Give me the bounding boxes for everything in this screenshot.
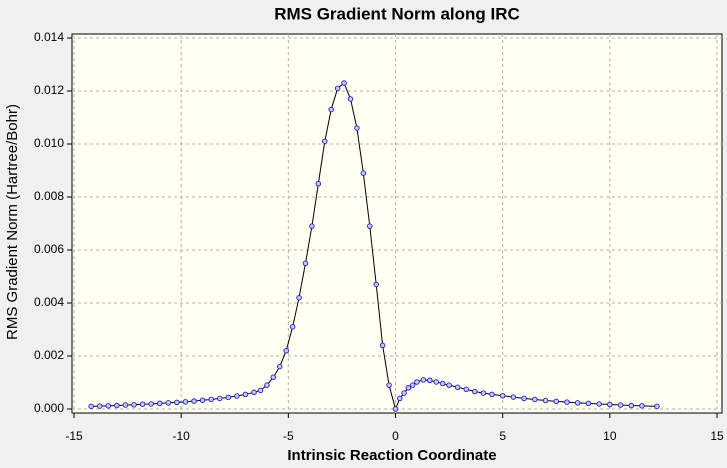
y-tick-label: 0.008 [34, 189, 64, 203]
data-point [347, 96, 354, 102]
data-point [277, 363, 283, 370]
data-point [596, 401, 602, 407]
data-point [617, 402, 624, 408]
data-point [499, 393, 506, 399]
data-point [427, 377, 433, 384]
data-point [182, 399, 189, 405]
data-point [386, 382, 392, 388]
data-point [574, 400, 581, 406]
plot-area [71, 33, 723, 414]
y-tick-label: 0.012 [34, 83, 64, 97]
data-point [283, 347, 289, 354]
data-point [296, 294, 302, 301]
data-point [409, 382, 416, 388]
data-point [208, 396, 214, 403]
data-point [489, 391, 495, 398]
data-point [585, 400, 592, 407]
data-point [542, 397, 549, 404]
data-point [225, 394, 232, 401]
data-point [315, 180, 322, 187]
x-tick-label: -15 [65, 429, 83, 443]
x-tick-label: -10 [172, 429, 190, 443]
data-point [367, 223, 373, 229]
data-point [433, 379, 439, 385]
data-point [414, 379, 420, 385]
data-point [360, 170, 367, 176]
data-point [639, 403, 645, 409]
data-point [397, 395, 403, 402]
data-point [114, 402, 120, 409]
y-tick-label: 0.004 [34, 295, 64, 309]
data-point [216, 395, 223, 402]
y-tick-label: 0.002 [34, 348, 64, 362]
data-point [148, 401, 154, 407]
data-point [251, 389, 257, 396]
y-tick-label: 0.010 [34, 136, 64, 150]
data-point [309, 223, 315, 229]
data-point [105, 403, 112, 409]
data-point [392, 406, 399, 412]
x-axis-label: Intrinsic Reaction Coordinate [287, 447, 496, 464]
y-tick-label: 0.000 [34, 401, 64, 415]
x-tick-label: 5 [499, 429, 506, 443]
y-axis-label: RMS Gradient Norm (Hartree/Bohr) [4, 104, 21, 340]
data-point [199, 397, 206, 404]
data-point [302, 260, 309, 267]
data-point [88, 403, 94, 410]
data-point [454, 384, 461, 391]
data-point [257, 387, 264, 394]
data-point [328, 106, 334, 113]
data-point [405, 385, 412, 391]
data-point [242, 391, 249, 398]
data-point [174, 399, 180, 406]
data-point [521, 395, 527, 402]
data-point [480, 390, 487, 396]
x-tick-label: -5 [283, 429, 294, 443]
data-point [122, 402, 129, 408]
data-point [373, 281, 379, 288]
data-point [341, 80, 347, 86]
data-point [270, 374, 277, 380]
data-point [139, 401, 146, 407]
data-point [463, 386, 469, 393]
y-tick-label: 0.006 [34, 242, 64, 256]
data-point [439, 380, 446, 387]
data-point [628, 402, 635, 409]
data-point [156, 400, 163, 407]
data-point [401, 390, 407, 396]
data-point [379, 342, 386, 349]
chart-title: RMS Gradient Norm along IRC [274, 4, 520, 23]
data-point [420, 377, 427, 383]
data-point [553, 398, 560, 405]
data-point [191, 398, 197, 404]
data-point [334, 85, 341, 92]
data-point [354, 125, 360, 131]
data-point [654, 403, 660, 410]
data-point [472, 388, 478, 395]
x-tick-label: 10 [603, 429, 617, 443]
data-point [234, 393, 240, 399]
data-point [322, 138, 328, 145]
data-point [165, 400, 172, 406]
data-point [532, 396, 538, 403]
y-tick-label: 0.014 [34, 30, 64, 44]
data-point [289, 324, 296, 330]
data-point [564, 399, 570, 405]
data-point [607, 401, 613, 408]
data-point [446, 382, 452, 388]
x-tick-label: 0 [392, 429, 399, 443]
data-point [131, 402, 137, 408]
data-point [510, 394, 517, 400]
data-point [96, 403, 103, 409]
data-point [264, 382, 270, 388]
x-tick-label: 15 [710, 429, 724, 443]
